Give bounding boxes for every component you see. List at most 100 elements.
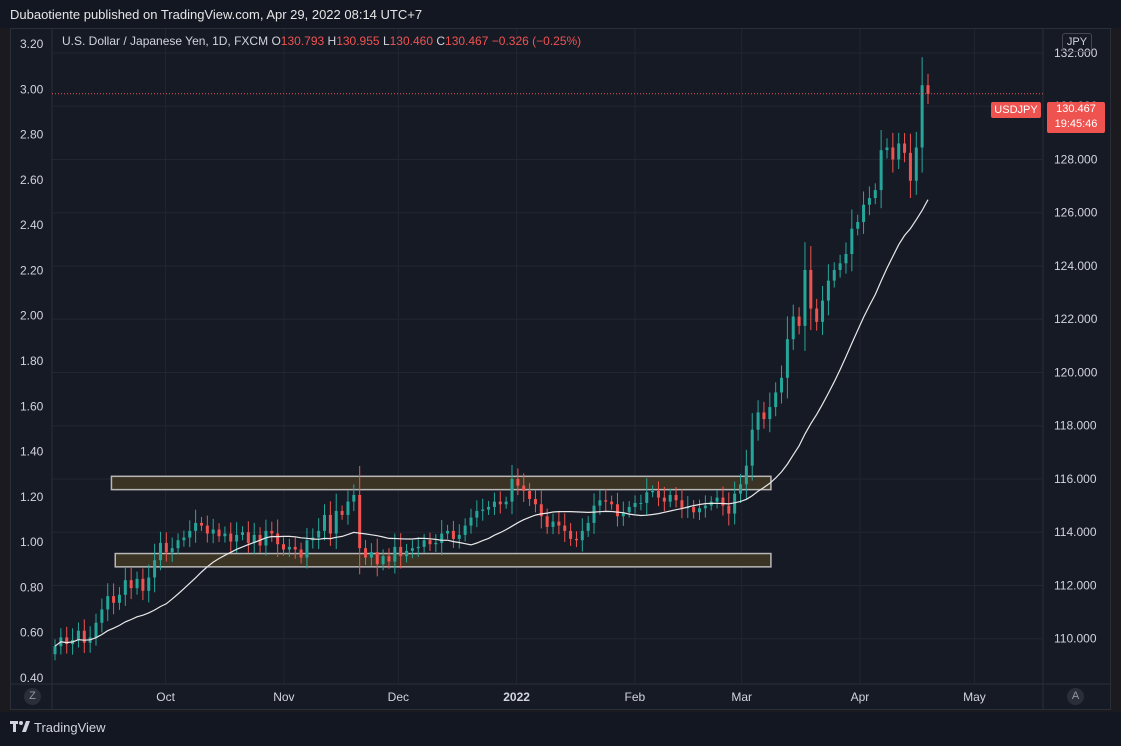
candle-body [768,407,772,420]
candle-body [276,533,280,545]
candle-body [164,542,168,553]
candle-body [791,316,795,340]
legend-low-label: L [382,34,390,48]
candle-body [668,494,672,502]
candle-body [838,263,842,270]
candle-body [287,546,291,550]
candle-body [65,637,69,645]
candle-body [252,534,256,543]
candle-body [481,509,485,511]
candle-body [135,578,139,589]
candle-body [158,542,162,561]
candle-body [451,530,455,539]
legend-low-value: 130.460 [389,34,434,48]
right-axis-tick-label: 122.000 [1054,312,1098,326]
candle-body [352,494,356,502]
candle-body [387,556,391,562]
time-axis-tick-label: May [963,690,986,704]
right-axis-tick-label: 124.000 [1054,259,1098,273]
candle-body [240,532,244,535]
candle-body [756,412,760,430]
candle-body [176,540,180,549]
publish-info: Dubaotiente published on TradingView.com… [10,7,423,22]
legend-close-value: 130.467 [445,34,489,48]
candle-body [762,412,766,420]
candle-body [744,465,748,485]
time-axis-tick-label: Mar [731,690,752,704]
left-axis-tick-label: 3.20 [20,37,44,51]
zoom-corner-button[interactable]: Z [24,688,41,705]
candle-body [715,497,719,502]
candle-body [785,339,789,378]
candle-body [844,253,848,264]
candle-body [780,377,784,393]
legend-close-label: C [436,34,446,48]
candle-body [516,478,520,486]
candle-body [856,222,860,229]
candle-body [199,522,203,526]
candle-body [381,556,385,565]
left-axis-tick-label: 2.00 [20,309,44,323]
candle-body [867,198,871,205]
candle-body [246,532,250,543]
right-axis-tick-label: 120.000 [1054,365,1098,379]
left-axis-tick-label: 0.80 [20,580,44,594]
legend-change: −0.326 (−0.25%) [491,34,582,48]
candle-body [147,577,151,591]
candle-body [862,204,866,223]
candle-body [692,506,696,513]
candle-body [492,501,496,507]
left-axis-tick-label: 1.80 [20,354,44,368]
candle-body [615,504,619,517]
tradingview-brand[interactable]: TradingView [10,720,106,736]
candle-body [809,269,813,309]
candle-body [873,190,877,199]
price-zone-box [110,475,772,491]
candle-body [533,498,537,505]
candle-body [328,514,332,534]
right-axis-tick-label: 116.000 [1054,472,1097,486]
price-zone-box [114,552,772,568]
candle-body [106,596,110,610]
candle-body [487,506,491,510]
candle-body [598,500,602,506]
candle-body [510,478,514,502]
candle-body [610,501,614,505]
left-axis-tick-label: 1.40 [20,445,44,459]
candle-body [346,501,350,515]
time-axis-tick-label: Feb [625,690,646,704]
right-axis-tick-label: 128.000 [1054,152,1098,166]
candle-body [656,490,660,498]
time-axis-tick-label: Oct [156,690,175,704]
candle-body [563,525,567,531]
candle-body [621,512,625,517]
candle-body [94,622,98,638]
candle-body [440,533,444,543]
currency-button[interactable]: JPY [1062,33,1092,52]
right-axis-tick-label: 114.000 [1054,525,1097,539]
left-axis-tick-label: 2.20 [20,263,44,277]
candle-body [457,534,461,539]
left-axis-tick-label: 1.60 [20,399,44,413]
auto-scale-button[interactable]: A [1067,688,1084,705]
candle-body [651,490,655,493]
candle-body [727,505,731,514]
last-price-tag: 130.467 19:45:46 [1047,102,1105,133]
bar-countdown: 19:45:46 [1054,118,1098,130]
left-axis-tick-label: 0.60 [20,626,44,640]
candle-body [891,147,895,160]
candle-body [703,505,707,509]
candle-body [908,152,912,181]
candle-body [141,578,145,591]
candle-body [850,228,854,254]
candle-body [469,517,473,526]
chart-pane[interactable] [10,28,1111,710]
candle-body [53,646,57,655]
candle-body [282,544,286,550]
right-axis-tick-label: 112.000 [1054,578,1097,592]
candle-body [885,147,889,151]
legend-high-label: H [327,34,337,48]
time-axis-tick-label: 2022 [503,690,530,704]
candle-body [229,533,233,542]
